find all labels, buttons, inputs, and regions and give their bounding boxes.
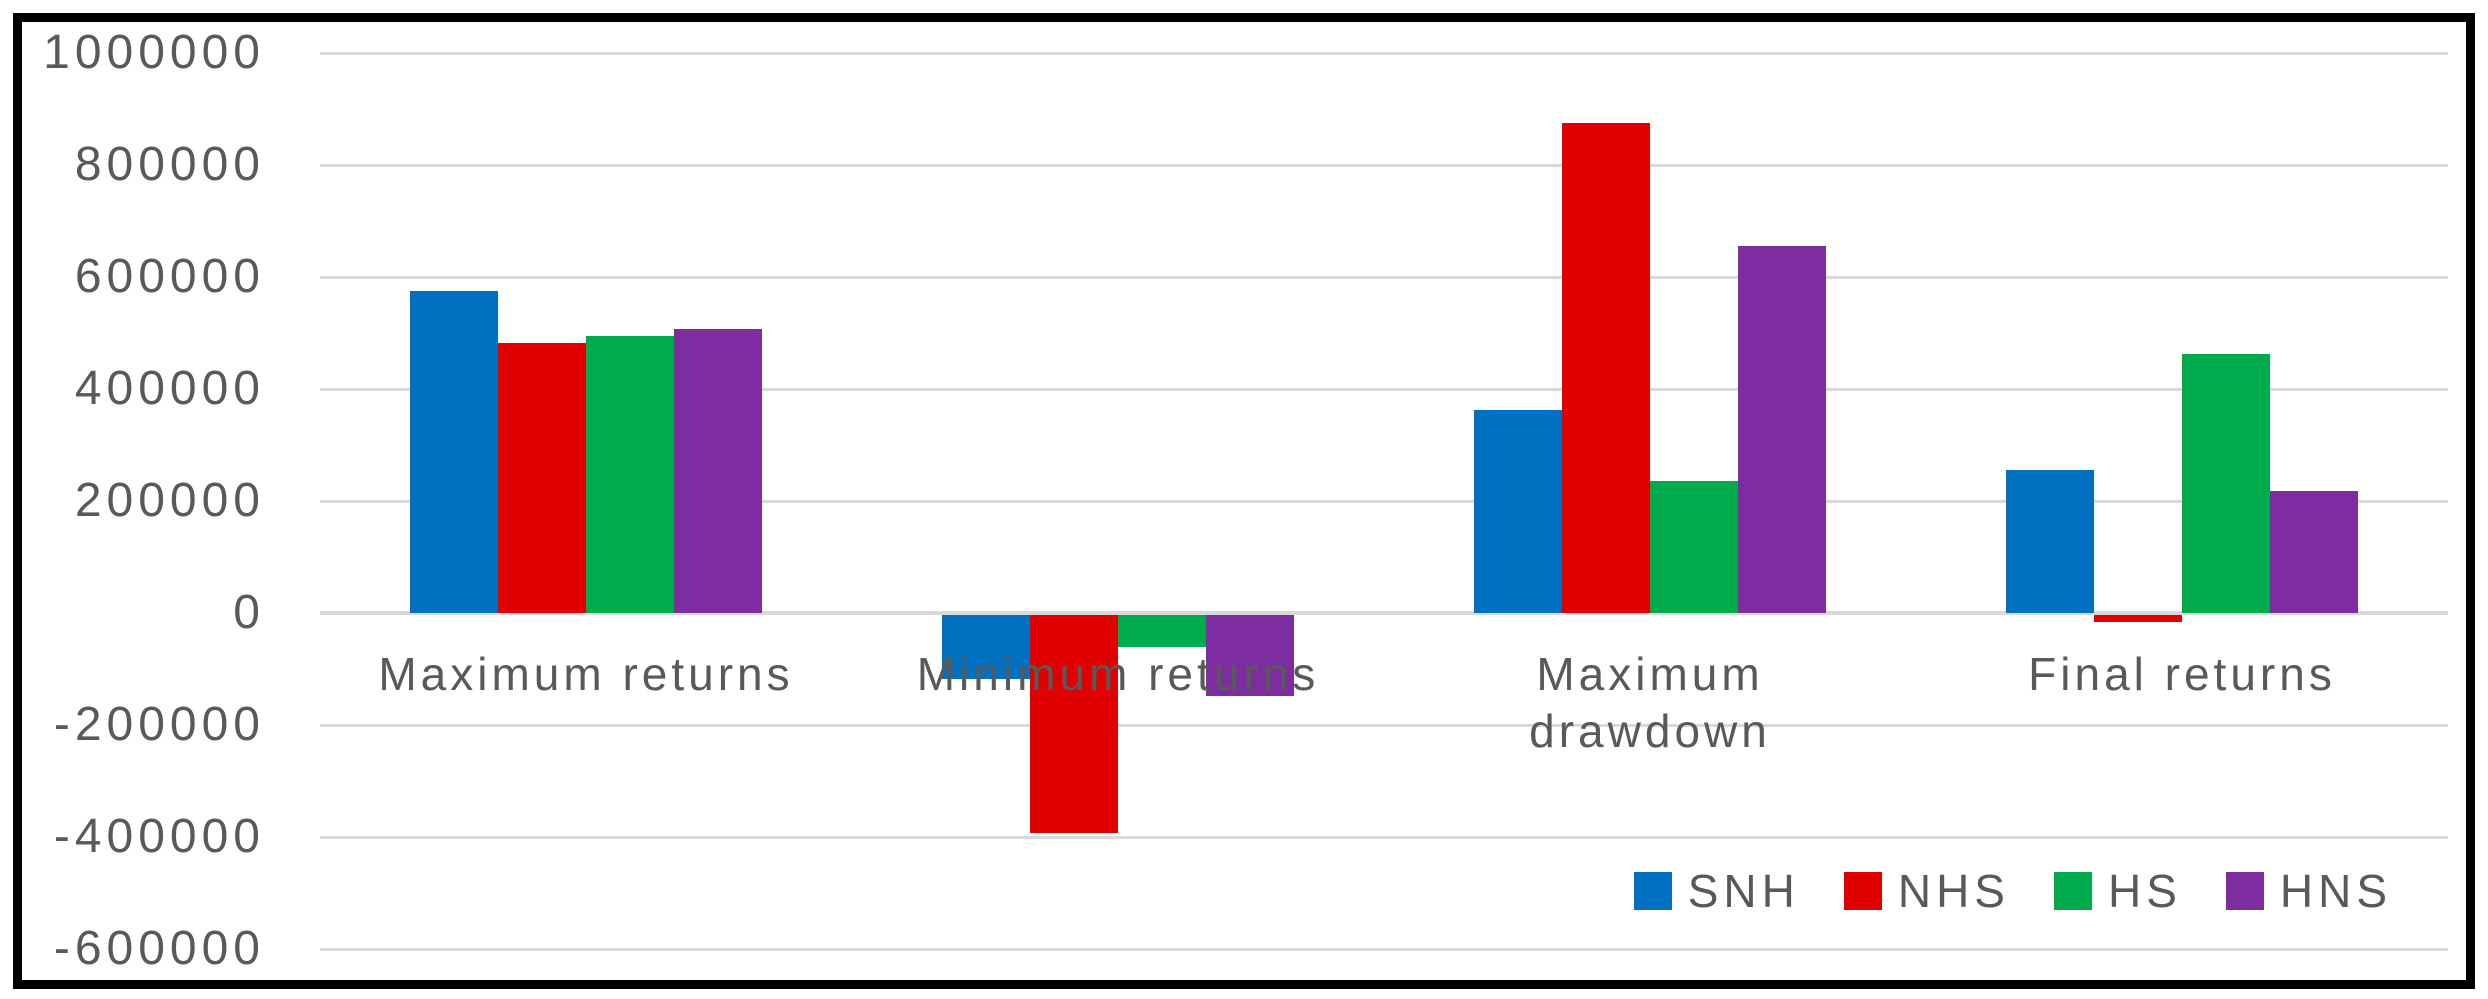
bar-hns-1 (1206, 615, 1294, 697)
y-tick-label: 0 (233, 586, 265, 639)
bar-nhs-0 (498, 343, 586, 613)
legend-swatch-hns (2225, 872, 2264, 910)
bar-nhs-1 (1030, 615, 1118, 834)
category-label: Minimum returns (916, 648, 1320, 700)
category-label: Maximum drawdown (1529, 648, 1771, 757)
y-tick-label: -200000 (53, 698, 265, 751)
legend-label: HS (2107, 865, 2182, 917)
y-tick-label: 1000000 (43, 26, 265, 79)
gridline (320, 500, 2448, 503)
bar-hs-1 (1118, 615, 1206, 648)
legend-swatch-hs (2053, 872, 2092, 910)
bar-snh-2 (1474, 409, 1562, 613)
bar-hs-2 (1650, 481, 1738, 613)
legend-item-nhs: NHS (1843, 865, 2010, 917)
y-tick-label: 600000 (74, 250, 265, 303)
legend-label: NHS (1897, 865, 2010, 917)
y-tick-label: 800000 (74, 138, 265, 191)
gridline (320, 948, 2448, 951)
gridline (320, 724, 2448, 727)
gridline (320, 52, 2448, 55)
gridline (320, 276, 2448, 279)
category-label: Final returns (2028, 648, 2336, 700)
bar-nhs-2 (1562, 123, 1650, 613)
bar-snh-1 (942, 615, 1030, 680)
gridline (320, 611, 2448, 615)
y-tick-label: 200000 (74, 474, 265, 527)
gridline (320, 388, 2448, 391)
legend-label: SNH (1687, 865, 1800, 917)
bar-snh-3 (2006, 469, 2094, 613)
legend-item-hns: HNS (2225, 865, 2392, 917)
y-tick-label: -400000 (53, 810, 265, 863)
bar-hs-3 (2182, 354, 2270, 613)
plot-area (320, 52, 2448, 951)
gridline (320, 164, 2448, 167)
legend-item-snh: SNH (1633, 865, 1800, 917)
legend-swatch-nhs (1843, 872, 1882, 910)
category-label: Maximum returns (378, 648, 794, 700)
legend-label: HNS (2279, 865, 2392, 917)
y-tick-label: -600000 (53, 922, 265, 975)
gridline (320, 836, 2448, 839)
bar-snh-0 (410, 291, 498, 613)
bar-nhs-3 (2094, 615, 2182, 622)
legend: SNH NHS HS HNS (1633, 865, 2392, 917)
bar-hns-2 (1738, 246, 1826, 613)
legend-item-hs: HS (2053, 865, 2182, 917)
bar-hns-3 (2270, 490, 2358, 613)
y-tick-label: 400000 (74, 362, 265, 415)
bar-hs-0 (586, 336, 674, 613)
legend-swatch-snh (1633, 872, 1672, 910)
bar-hns-0 (674, 329, 762, 613)
